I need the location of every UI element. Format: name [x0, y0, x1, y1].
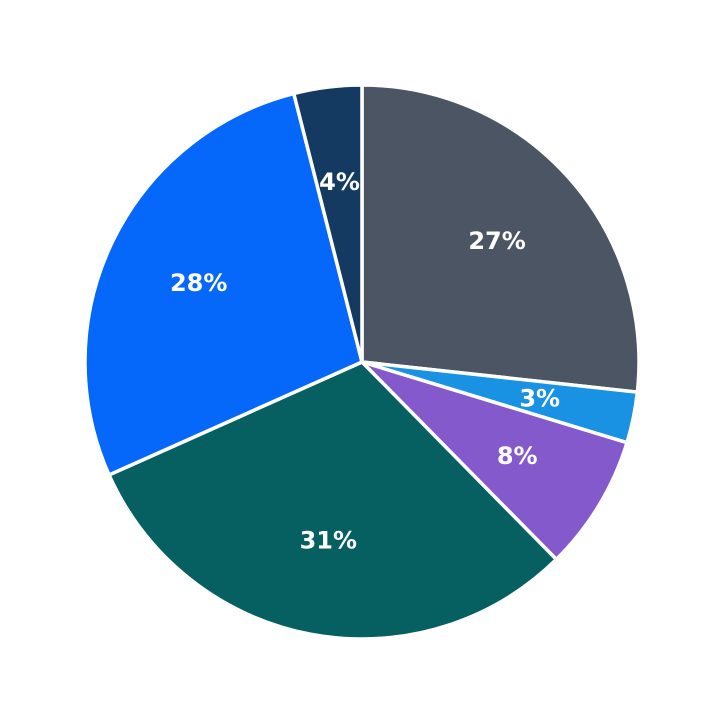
pie-label-navy-4: 4%: [319, 168, 360, 196]
pie-slice-purple-8: [360, 360, 629, 562]
pie-slice-navy-4: [292, 83, 364, 364]
pie-label-purple-8: 8%: [497, 442, 538, 470]
pie-label-teal-31: 31%: [300, 526, 357, 554]
pie-slice-slate-gray-27: [360, 83, 641, 394]
pie-slice-teal-31: [107, 360, 559, 641]
pie-label-light-blue-3: 3%: [519, 384, 560, 412]
pie-slice-blue-28: [83, 91, 364, 477]
pie-label-blue-28: 28%: [170, 269, 227, 297]
pie-label-slate-gray-27: 27%: [468, 227, 525, 255]
